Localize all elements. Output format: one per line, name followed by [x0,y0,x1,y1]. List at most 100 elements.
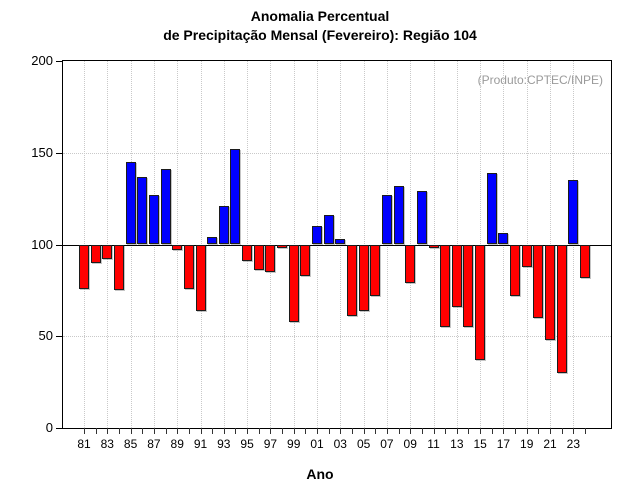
bar-94 [230,149,241,245]
bar-17 [498,233,509,245]
bar-16 [486,172,497,245]
bar-02 [323,215,334,245]
bar-21 [545,244,556,340]
x-axis-tick [165,428,167,434]
bar-87 [148,194,159,245]
x-axis-tick [107,428,109,434]
baseline-100 [63,244,611,246]
x-axis-tick [550,428,552,434]
x-axis-tick [398,428,400,434]
x-axis-tick-label: 11 [427,437,440,451]
x-axis-tick-label: 13 [450,437,464,451]
x-axis-tick [223,428,225,434]
x-axis-tick-label: 03 [333,437,347,451]
bar-12 [440,244,451,328]
x-axis-tick [340,428,342,434]
produto-annotation: (Produto:CPTEC/INPE) [477,73,603,87]
x-axis-tick [177,428,179,434]
bar-90 [183,244,194,289]
x-axis-tick [305,428,307,434]
x-axis-tick [270,428,272,434]
x-axis-tick [212,428,214,434]
x-axis-tick [515,428,517,434]
x-axis-tick-label: 91 [193,437,208,451]
x-axis-tick [375,428,377,434]
x-axis-tick-label: 19 [520,437,534,451]
bar-92 [207,237,218,245]
y-axis-tick-label: 150 [31,144,53,160]
x-axis-tick-label: 23 [566,437,581,451]
bar-18 [510,244,521,296]
bar-96 [253,244,264,271]
bar-05 [358,244,369,311]
x-axis-tick [247,428,249,434]
x-axis-tick [503,428,505,434]
y-axis-tick [56,336,63,338]
y-axis-tick-label: 100 [31,236,53,252]
bar-91 [195,244,206,311]
x-axis-tick [200,428,202,434]
x-axis-tick-label: 83 [100,437,114,451]
x-axis-tick [84,428,85,434]
bar-93 [218,205,229,245]
bar-88 [160,169,171,245]
x-axis-tick-label: 99 [287,437,301,451]
x-axis-tick-label: 01 [310,437,324,451]
x-axis-tick [456,428,458,434]
bar-15 [475,244,486,361]
x-axis-tick [95,428,97,434]
x-axis-tick-label: 89 [170,437,184,451]
bar-22 [556,244,567,373]
bar-99 [288,244,299,322]
y-axis-tick [56,61,63,62]
x-axis-title: Ano [306,466,334,482]
x-axis-tick [188,428,190,434]
x-axis-tick [491,428,493,434]
bar-84 [113,244,124,291]
x-axis-tick [538,428,540,434]
x-axis-tick-label: 97 [263,437,278,451]
x-axis-tick-label: 85 [123,437,138,451]
y-axis-tick [56,152,63,154]
y-axis-tick [56,244,63,246]
bar-83 [102,244,113,260]
bar-07 [381,194,392,245]
x-axis-tick-label: 21 [543,437,557,451]
bar-19 [521,244,532,267]
x-axis-tick [468,428,470,434]
bar-85 [125,161,136,245]
x-axis-tick [480,428,482,434]
bar-20 [533,244,544,318]
x-axis-tick [293,428,295,434]
x-axis-tick [351,428,353,434]
plot-area: (Produto:CPTEC/INPE) 0 5 0 100 150 200 81 83 85 8… [31,53,612,451]
x-axis-tick [526,428,528,434]
x-axis-tick-label: 95 [240,437,254,451]
x-axis-tick [445,428,447,434]
x-axis-tick [386,428,388,434]
x-axis-tick [282,428,284,434]
bar-06 [370,244,381,296]
y-axis-tick-label: 200 [31,53,53,68]
x-axis-tick [328,428,330,434]
x-axis-tick-label: 87 [147,437,161,451]
bar-01 [312,226,323,245]
bar-97 [265,244,276,273]
bar-82 [90,244,101,263]
gridline-horizontal [63,152,611,154]
x-axis-tick [585,428,586,434]
x-axis-tick [235,428,237,434]
bar-09 [405,244,416,284]
x-axis-tick-label: 17 [496,437,511,451]
y-axis-tick-label: 0 [45,420,53,435]
x-axis-tick-label: 81 [77,437,91,451]
x-axis-tick [561,428,563,434]
bar-86 [137,176,148,245]
x-axis-tick [410,428,412,434]
x-axis-tick-label: 05 [356,437,371,451]
x-axis-tick-label: 07 [380,437,394,451]
x-axis-tick [573,428,575,434]
x-axis-tick [363,428,365,434]
bar-24 [580,244,590,278]
